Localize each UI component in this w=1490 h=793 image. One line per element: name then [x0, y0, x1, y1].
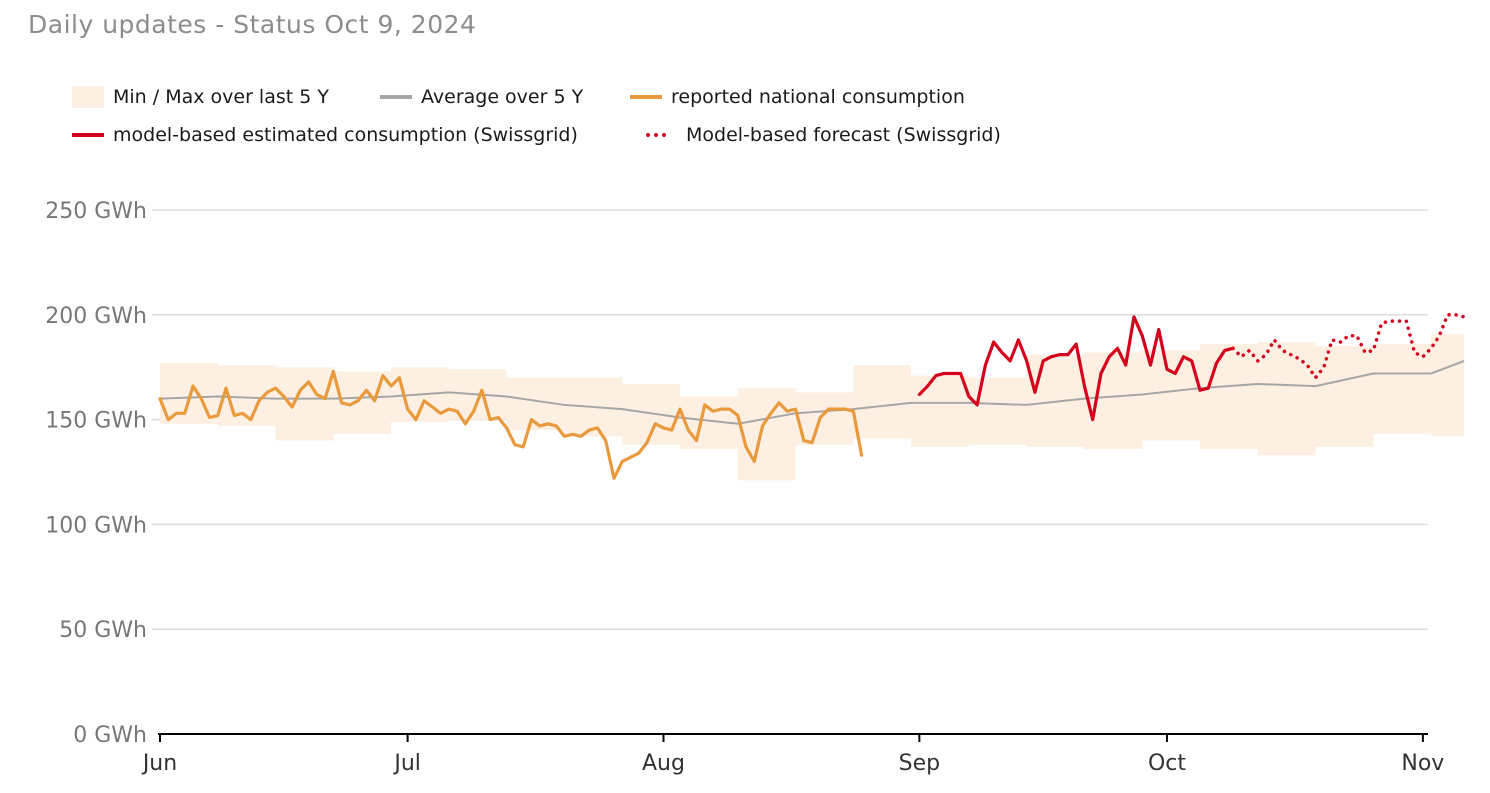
reported-line [158, 369, 864, 480]
y-tick-label: 50 GWh [59, 618, 147, 643]
legend-item-estimated[interactable]: model-based estimated consumption (Swiss… [72, 124, 578, 146]
legend-item-band[interactable]: Min / Max over last 5 Y [72, 86, 329, 108]
chart-title: Daily updates - Status Oct 9, 2024 [28, 10, 477, 39]
y-tick-label: 200 GWh [45, 304, 147, 329]
x-tick-label: Jun [141, 751, 177, 776]
series-layer [158, 313, 1466, 480]
legend-swatch-forecast [644, 133, 670, 137]
legend-item-forecast[interactable]: Model-based forecast (Swissgrid) [644, 124, 1001, 146]
x-tick-label: Jul [392, 751, 421, 776]
legend-label-forecast: Model-based forecast (Swissgrid) [686, 124, 1001, 146]
band-layer [160, 316, 1465, 481]
legend-label-estimated: model-based estimated consumption (Swiss… [113, 124, 578, 146]
legend-label-average: Average over 5 Y [421, 86, 584, 108]
estimated-line [917, 315, 1235, 422]
axes-layer: 0 GWh 50 GWh 100 GWh 150 GWh 200 GWh 250 GWh J… [45, 199, 1444, 776]
legend-item-reported[interactable]: reported national consumption [630, 86, 965, 108]
y-tick-label: 250 GWh [45, 199, 147, 224]
legend-label-band: Min / Max over last 5 Y [113, 86, 329, 108]
legend-swatch-average [380, 95, 412, 99]
legend-swatch-band [72, 86, 104, 108]
forecast-line [1231, 313, 1466, 380]
legend-item-average[interactable]: Average over 5 Y [380, 86, 583, 108]
x-tick-label: Sep [899, 751, 940, 776]
y-tick-label: 100 GWh [45, 513, 147, 538]
legend-swatch-estimated [72, 133, 104, 137]
minmax-band [160, 316, 1465, 481]
x-tick-label: Oct [1148, 751, 1186, 776]
y-tick-label: 0 GWh [73, 723, 147, 748]
y-tick-label: 150 GWh [45, 409, 147, 434]
x-tick-label: Nov [1401, 751, 1444, 776]
legend-label-reported: reported national consumption [671, 86, 965, 108]
legend-swatch-reported [630, 95, 662, 99]
x-tick-label: Aug [642, 751, 685, 776]
